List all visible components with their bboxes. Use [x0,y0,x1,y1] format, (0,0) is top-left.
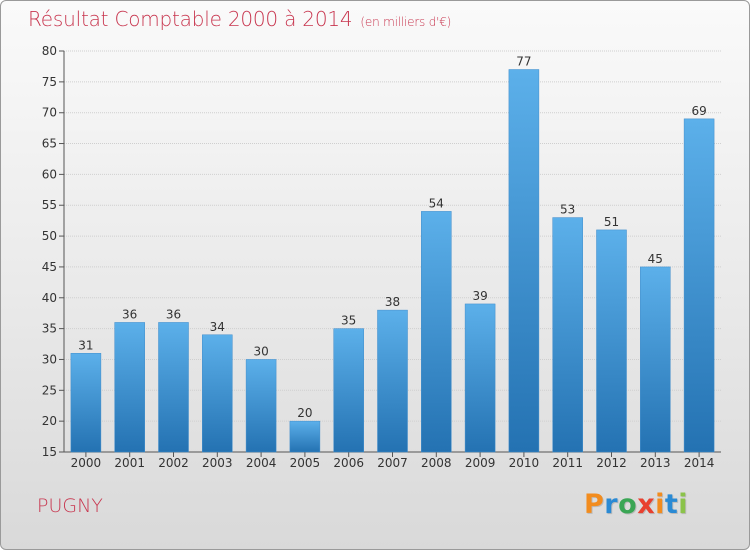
bars [70,69,715,453]
data-label: 45 [648,252,663,266]
logo-letter: i [678,489,689,520]
bar [683,118,715,453]
x-tick-label: 2008 [421,456,452,470]
x-tick-label: 2004 [246,456,277,470]
x-tick-label: 2005 [290,456,321,470]
chart-title-text: Résultat Comptable 2000 à 2014 [28,7,353,31]
y-tick-label: 80 [42,44,57,58]
proxiti-logo: Proxiti [584,489,688,520]
y-tick-label: 50 [42,229,57,243]
x-tick-label: 2011 [552,456,583,470]
y-tick-label: 55 [42,198,57,212]
x-tick-label: 2001 [114,456,145,470]
y-tick-label: 40 [42,291,57,305]
bar [508,69,540,453]
bar [596,229,627,453]
bar [289,420,321,453]
data-label: 38 [385,295,400,309]
data-labels: 31 36 36 34 30 20 35 38 54 39 77 53 51 45 69 [78,55,706,421]
y-tick-label: 75 [42,75,57,89]
data-label: 54 [429,196,444,210]
y-tick-label: 65 [42,137,57,151]
logo-letter: o [618,489,638,520]
x-tick-label: 2002 [158,456,189,470]
bar [245,359,277,453]
data-label: 20 [297,406,312,420]
bar [552,217,583,453]
logo-letter: i [655,489,665,520]
x-tick-label: 2010 [509,456,540,470]
y-tick-label: 25 [42,383,57,397]
x-tick-label: 2003 [202,456,233,470]
x-tick-label: 2013 [640,456,671,470]
data-label: 77 [516,55,531,69]
data-label: 39 [472,289,487,303]
data-label: 36 [166,307,181,321]
chart-title: Résultat Comptable 2000 à 2014 (en millie… [28,7,451,31]
bar [421,211,452,453]
y-tick-label: 70 [42,106,57,120]
bar [464,303,496,453]
data-label: 34 [210,320,225,334]
x-tick-label: 2000 [71,456,102,470]
bar [114,322,145,453]
data-label: 30 [253,344,268,358]
bar [333,328,364,453]
y-tick-label: 35 [42,322,57,336]
y-tick-label: 30 [42,352,57,366]
place-name: PUGNY [37,495,103,517]
x-tick-label: 2012 [596,456,627,470]
data-label: 53 [560,203,575,217]
logo-letter: t [664,489,679,520]
data-label: 31 [78,338,93,352]
x-tick-label: 2006 [333,456,364,470]
bar [158,322,189,453]
logo-letter: P [584,489,605,520]
data-label: 69 [691,104,706,118]
data-label: 36 [122,307,137,321]
bar [70,353,102,453]
bar [377,309,408,453]
y-tick-label: 15 [42,445,57,459]
y-tick-label: 45 [42,260,57,274]
logo-letter: r [604,489,619,520]
y-tick-labels: 15 20 25 30 35 40 45 50 55 60 65 70 75 80 [42,44,57,459]
y-tick-label: 60 [42,167,57,181]
x-tick-label: 2009 [465,456,496,470]
bar [640,266,671,453]
data-label: 51 [604,215,619,229]
bar [202,334,233,453]
chart-subtitle: (en milliers d'€) [360,15,452,29]
x-tick-labels: 2000 2001 2002 2003 2004 2005 2006 2007 2008 2009… [71,456,715,470]
x-tick-label: 2014 [684,456,715,470]
data-label: 35 [341,314,356,328]
logo-letter: x [637,489,656,520]
x-tick-label: 2007 [377,456,408,470]
y-tick-label: 20 [42,414,57,428]
